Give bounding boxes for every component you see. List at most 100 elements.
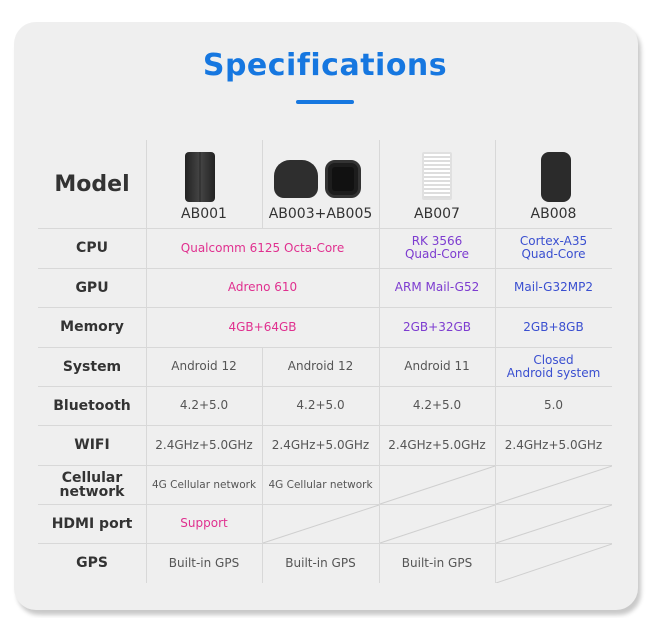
column-divider (146, 465, 147, 504)
spec-value: 2.4GHz+5.0GHz (271, 437, 370, 452)
spec-card (14, 22, 638, 610)
column-divider (262, 425, 263, 465)
model-name: AB003+AB005 (268, 206, 373, 222)
spec-value: ARM Mail-G52 (394, 280, 480, 294)
spec-value: 4G Cellular network (268, 478, 373, 491)
title-underline (296, 100, 354, 104)
column-divider (262, 347, 263, 386)
column-divider (495, 386, 496, 425)
spec-value: Adreno 610 (227, 280, 298, 294)
column-divider (262, 386, 263, 425)
column-divider (379, 268, 380, 307)
row-divider (38, 307, 612, 308)
spec-value: 4.2+5.0 (412, 398, 462, 412)
row-label: WIFI (74, 437, 110, 453)
column-divider (146, 543, 147, 583)
column-divider (379, 140, 380, 228)
column-divider (379, 307, 380, 347)
device-image-ab001 (185, 152, 215, 202)
column-divider (495, 543, 496, 583)
spec-value: Android 11 (404, 359, 470, 373)
device-image-ab003 (274, 160, 318, 198)
empty-slash (495, 504, 612, 544)
spec-value: Support (180, 516, 228, 530)
spec-value: Mail-G32MP2 (514, 280, 593, 294)
model-name: AB001 (181, 206, 227, 222)
spec-value: 2.4GHz+5.0GHz (155, 437, 253, 452)
column-divider (146, 140, 147, 228)
column-divider (495, 504, 496, 543)
spec-value: Android 12 (287, 359, 354, 373)
column-divider (379, 465, 380, 504)
spec-value: 2GB+8GB (523, 319, 584, 334)
spec-value: 2.4GHz+5.0GHz (504, 437, 603, 452)
spec-value: 4GB+64GB (228, 319, 297, 334)
row-label: Bluetooth (53, 397, 131, 414)
spec-value: 2.4GHz+5.0GHz (388, 437, 486, 452)
device-image-ab005 (325, 160, 361, 198)
column-divider (262, 465, 263, 504)
spec-value: Built-in GPS (168, 555, 240, 570)
row-label: CPU (76, 240, 108, 256)
page-title: Specifications (202, 48, 448, 83)
spec-value: Qualcomm 6125 Octa-Core (180, 240, 345, 255)
spec-value: 2GB+32GB (402, 319, 472, 334)
column-divider (495, 347, 496, 386)
row-divider (38, 465, 612, 466)
device-image-ab007 (422, 152, 452, 200)
spec-table: Model AB001 AB003+AB005 AB007 AB008 CPU Qualc… (38, 140, 612, 583)
column-divider (495, 228, 496, 268)
spec-value: 5.0 (543, 398, 564, 412)
model-name: AB007 (414, 206, 460, 222)
row-divider (38, 425, 612, 426)
column-divider (146, 347, 147, 386)
column-divider (495, 307, 496, 347)
row-label: System (62, 358, 122, 375)
column-divider (495, 465, 496, 504)
empty-slash (262, 504, 380, 544)
row-divider (38, 504, 612, 505)
device-image-ab008 (541, 152, 571, 202)
spec-value: 4.2+5.0 (296, 398, 345, 412)
spec-value: 4.2+5.0 (179, 398, 229, 412)
column-divider (146, 228, 147, 268)
empty-cell-slashes (262, 465, 612, 583)
row-divider (38, 228, 612, 229)
row-divider (38, 543, 612, 544)
column-divider (146, 268, 147, 307)
column-divider (379, 504, 380, 543)
column-divider (379, 347, 380, 386)
spec-value: Android 12 (171, 359, 237, 373)
model-name: AB008 (530, 206, 577, 222)
spec-value: Cortex-A35 Quad-Core (519, 234, 588, 261)
column-divider (146, 425, 147, 465)
column-divider (495, 425, 496, 465)
row-label: GPU (75, 279, 109, 296)
column-divider (379, 228, 380, 268)
column-divider (146, 386, 147, 425)
spec-value: Closed Android system (506, 352, 601, 380)
spec-value: 4G Cellular network (151, 478, 257, 491)
spec-value: Built-in GPS (285, 555, 356, 570)
empty-slash (495, 465, 612, 505)
row-divider (38, 347, 612, 348)
column-divider (146, 504, 147, 543)
column-divider (262, 543, 263, 583)
column-divider (379, 425, 380, 465)
column-divider (262, 504, 263, 543)
row-divider (38, 386, 612, 387)
row-divider (38, 268, 612, 269)
row-label: Cellular network (59, 469, 125, 500)
spec-value: Built-in GPS (401, 555, 473, 570)
empty-slash (379, 465, 496, 505)
empty-slash (495, 543, 612, 583)
column-divider (379, 543, 380, 583)
row-label: Memory (60, 319, 124, 335)
row-label: HDMI port (51, 515, 133, 532)
column-divider (495, 268, 496, 307)
column-divider (146, 307, 147, 347)
row-label: GPS (76, 555, 108, 571)
model-label: Model (54, 171, 130, 197)
column-divider (262, 140, 263, 228)
empty-slash (379, 504, 496, 544)
